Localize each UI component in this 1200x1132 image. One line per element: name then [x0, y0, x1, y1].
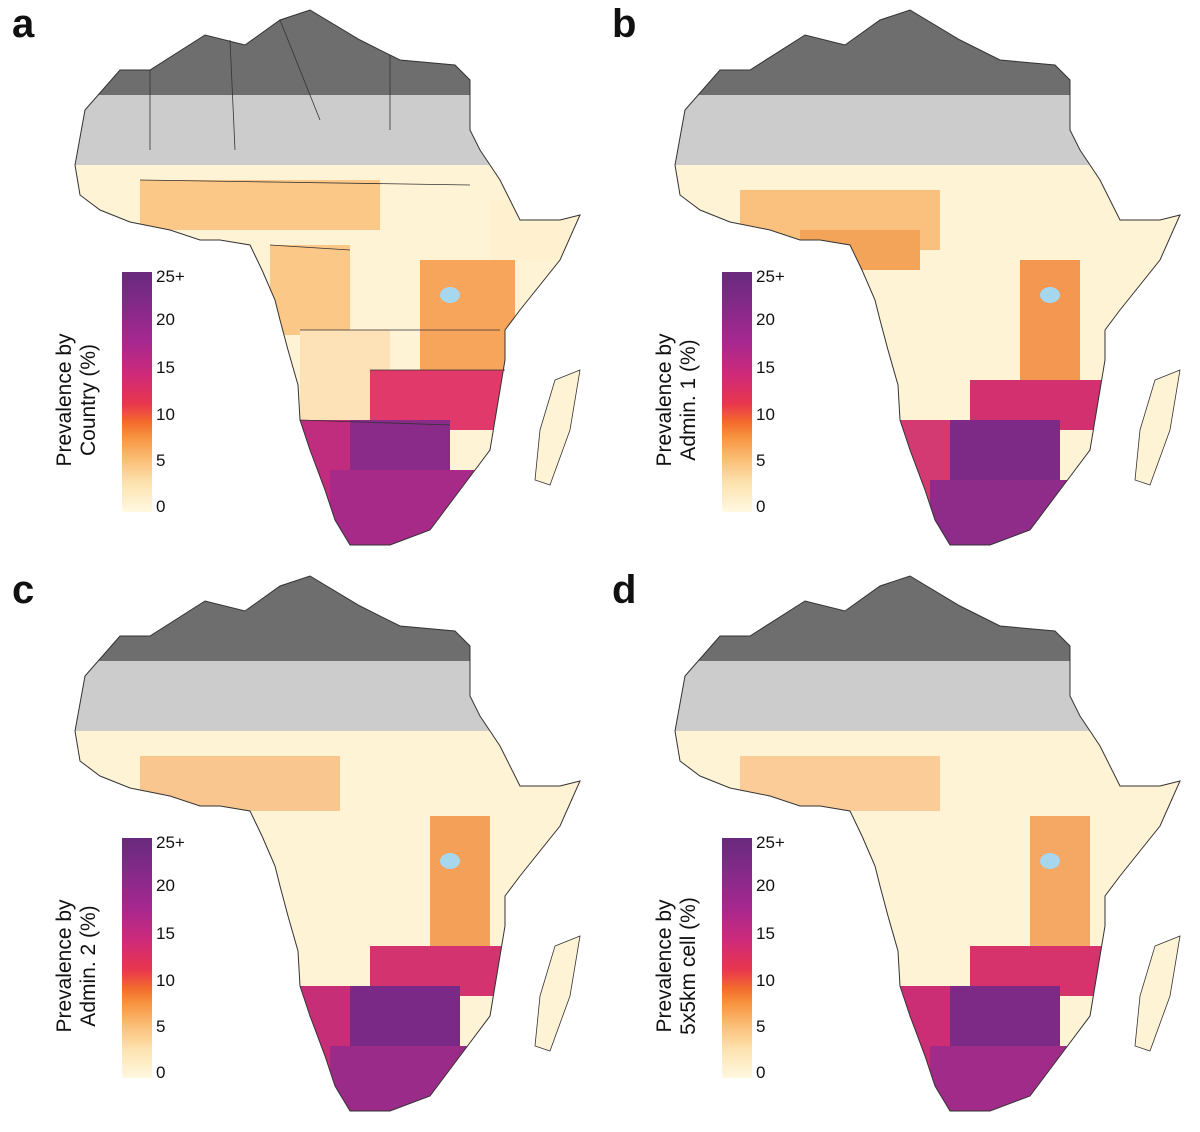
panel-d: d Prevalence by 5x5km cell (%) 25+ 20 15… [600, 566, 1200, 1132]
color-bar [722, 838, 752, 1078]
tick-10: 10 [756, 971, 775, 990]
legend: Prevalence by Admin. 1 (%) 25+ 20 15 10 … [653, 267, 800, 518]
color-bar [122, 272, 152, 512]
panel-b: b Prevalence by Admin. 1 (%) 25+ 20 15 1… [600, 0, 1200, 566]
madagascar [534, 935, 581, 1052]
panel-label: d [612, 568, 637, 612]
lake-victoria [1040, 853, 1060, 869]
tick-5: 5 [756, 451, 766, 470]
lake-victoria [440, 287, 460, 303]
legend-title-line2: Admin. 1 (%) [677, 339, 700, 461]
legend-title-line1: Prevalence by [53, 333, 76, 467]
tick-5: 5 [156, 451, 166, 470]
tick-0: 0 [156, 1063, 166, 1082]
tick-25: 25+ [156, 267, 185, 286]
legend-title-line1: Prevalence by [653, 333, 676, 467]
lake-victoria [1040, 287, 1060, 303]
tick-0: 0 [756, 1063, 766, 1082]
legend-title-line2: 5x5km cell (%) [677, 897, 700, 1035]
tick-20: 20 [756, 876, 775, 895]
tick-25: 25+ [756, 833, 785, 852]
legend-title: Prevalence by 5x5km cell (%) [653, 841, 701, 1091]
tick-10: 10 [756, 405, 775, 424]
tick-15: 15 [756, 358, 775, 377]
tick-20: 20 [156, 310, 175, 329]
tick-15: 15 [756, 924, 775, 943]
panel-label: a [12, 2, 35, 46]
panel-c: c Prevalence by Admin. 2 (%) 25+ 20 15 1… [0, 566, 600, 1132]
africa-map [674, 9, 1181, 546]
tick-15: 15 [156, 358, 175, 377]
panel-label: b [612, 2, 637, 46]
color-bar [722, 272, 752, 512]
tick-25: 25+ [756, 267, 785, 286]
tick-20: 20 [756, 310, 775, 329]
lake-victoria [440, 853, 460, 869]
color-bar [122, 838, 152, 1078]
legend-title-line1: Prevalence by [653, 899, 676, 1033]
panel-label: c [12, 568, 35, 612]
madagascar [534, 369, 581, 486]
tick-0: 0 [756, 497, 766, 516]
madagascar [1134, 369, 1181, 486]
africa-map [74, 575, 581, 1112]
legend-title: Prevalence by Country (%) [53, 275, 101, 525]
legend-title: Prevalence by Admin. 1 (%) [653, 275, 701, 525]
tick-10: 10 [156, 405, 175, 424]
legend-title-line2: Country (%) [77, 343, 100, 457]
tick-10: 10 [156, 971, 175, 990]
madagascar [1134, 935, 1181, 1052]
tick-0: 0 [156, 497, 166, 516]
tick-15: 15 [156, 924, 175, 943]
africa-map [674, 575, 1181, 1112]
legend: Prevalence by Country (%) 25+ 20 15 10 5… [53, 267, 200, 518]
tick-5: 5 [756, 1017, 766, 1036]
tick-20: 20 [156, 876, 175, 895]
legend-title: Prevalence by Admin. 2 (%) [53, 841, 101, 1091]
legend: Prevalence by 5x5km cell (%) 25+ 20 15 1… [653, 833, 800, 1084]
legend-title-line1: Prevalence by [53, 899, 76, 1033]
panel-a: a Prevalence by Country (%) 25+ 20 15 10… [0, 0, 600, 566]
tick-25: 25+ [156, 833, 185, 852]
africa-map [74, 9, 581, 546]
legend-title-line2: Admin. 2 (%) [77, 905, 100, 1027]
tick-5: 5 [156, 1017, 166, 1036]
legend: Prevalence by Admin. 2 (%) 25+ 20 15 10 … [53, 833, 200, 1084]
